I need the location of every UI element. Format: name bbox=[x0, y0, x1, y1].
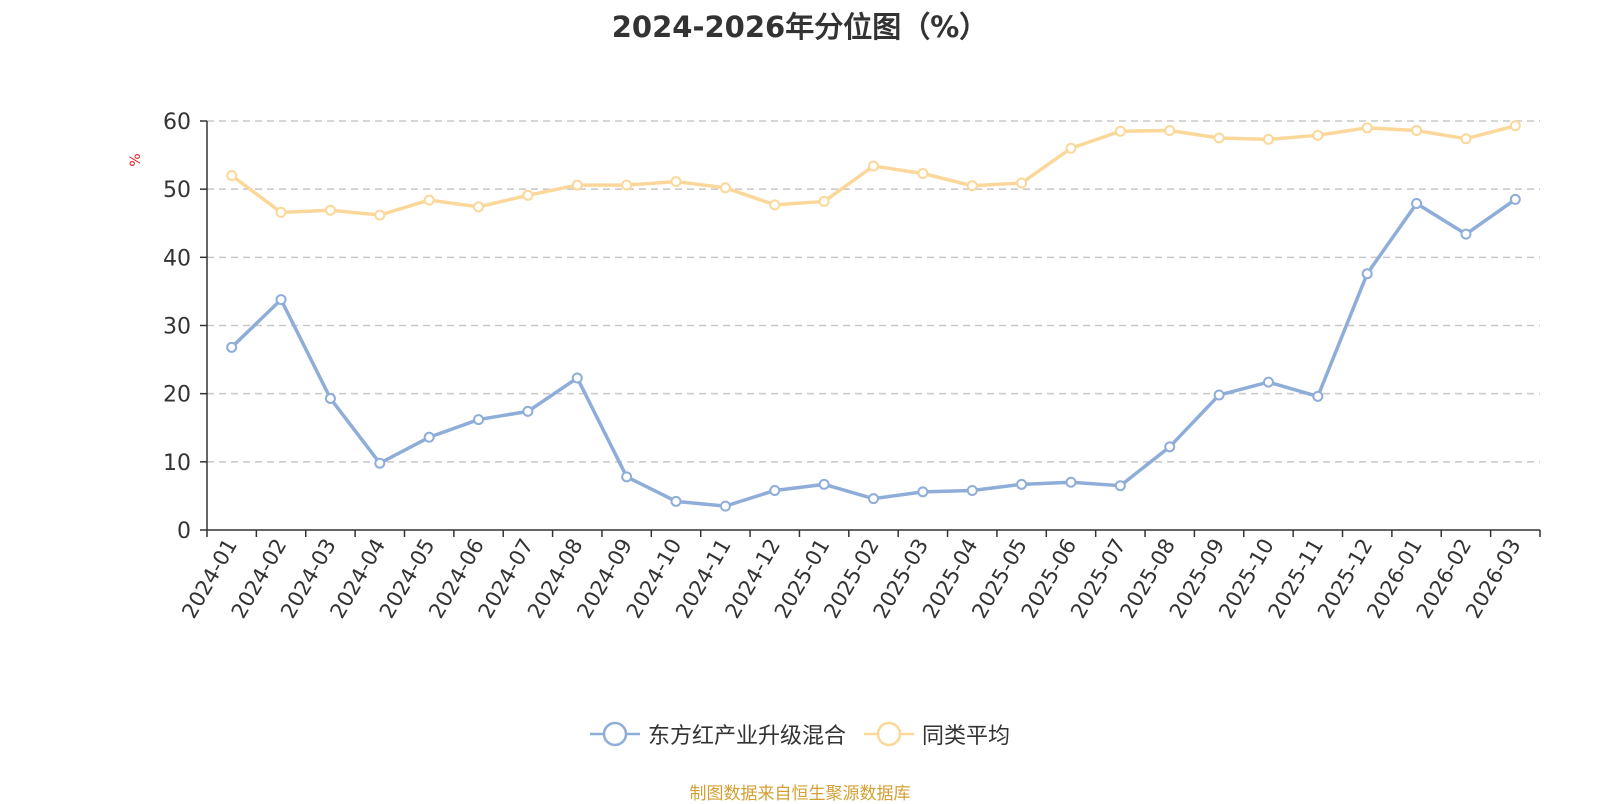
data-point bbox=[818, 478, 830, 490]
axes: 01020304050602024-012024-022024-032024-0… bbox=[163, 110, 1541, 622]
data-point bbox=[324, 392, 336, 404]
data-point bbox=[1016, 478, 1028, 490]
y-tick-label: 30 bbox=[163, 315, 191, 340]
data-point bbox=[374, 209, 386, 221]
legend-marker-icon bbox=[589, 721, 640, 747]
data-point bbox=[917, 486, 929, 498]
data-point bbox=[966, 180, 978, 192]
data-point bbox=[1164, 125, 1176, 137]
series-line bbox=[230, 197, 1517, 508]
data-point bbox=[522, 189, 534, 201]
data-point bbox=[1361, 268, 1373, 280]
data-point bbox=[226, 170, 238, 182]
data-point bbox=[1361, 122, 1373, 134]
data-point bbox=[1213, 389, 1225, 401]
data-point bbox=[226, 341, 238, 353]
y-tick-label: 10 bbox=[163, 451, 191, 476]
data-point bbox=[670, 176, 682, 188]
data-point bbox=[1114, 125, 1126, 137]
data-point bbox=[1016, 177, 1028, 189]
data-point bbox=[1164, 441, 1176, 453]
data-point bbox=[1262, 133, 1274, 145]
data-point bbox=[917, 167, 929, 179]
data-point bbox=[571, 179, 583, 191]
y-tick-label: 0 bbox=[177, 519, 191, 544]
data-point bbox=[868, 493, 879, 505]
legend: 东方红产业升级混合 同类平均 bbox=[0, 718, 1600, 750]
data-point bbox=[423, 431, 435, 443]
data-point bbox=[818, 195, 830, 207]
data-point bbox=[868, 160, 879, 172]
chart-title: 2024-2026年分位图（%） bbox=[611, 10, 989, 44]
data-point bbox=[1114, 480, 1126, 492]
data-point bbox=[1065, 142, 1077, 154]
data-point bbox=[1312, 390, 1324, 402]
data-point bbox=[1460, 228, 1472, 240]
legend-label: 同类平均 bbox=[922, 724, 1011, 749]
legend-item[interactable]: 同类平均 bbox=[864, 718, 1010, 750]
legend-marker-icon bbox=[864, 721, 914, 747]
data-point bbox=[719, 500, 731, 512]
legend-item[interactable]: 东方红产业升级混合 bbox=[589, 718, 846, 750]
legend-label: 东方红产业升级混合 bbox=[647, 724, 846, 749]
y-tick-label: 20 bbox=[163, 383, 191, 408]
data-point bbox=[423, 194, 435, 206]
data-point bbox=[769, 199, 781, 211]
data-point bbox=[324, 204, 336, 216]
data-point bbox=[966, 484, 978, 496]
y-tick-label: 60 bbox=[163, 110, 191, 135]
grid-lines bbox=[207, 120, 1540, 463]
data-point bbox=[374, 457, 386, 469]
data-source-note: 制图数据来自恒生聚源数据库 bbox=[689, 784, 911, 804]
data-point bbox=[1411, 125, 1423, 137]
data-point bbox=[1411, 197, 1423, 209]
y-axis-label: % bbox=[128, 153, 144, 166]
data-point bbox=[621, 179, 633, 191]
data-point bbox=[1312, 129, 1324, 141]
data-point bbox=[670, 495, 682, 507]
data-point bbox=[473, 201, 485, 213]
data-point bbox=[1262, 376, 1274, 388]
data-point bbox=[1213, 132, 1225, 144]
series-lines bbox=[230, 124, 1517, 508]
data-point bbox=[275, 206, 287, 218]
data-point bbox=[621, 471, 633, 483]
data-points bbox=[226, 120, 1521, 512]
data-point bbox=[473, 414, 485, 426]
data-point bbox=[1460, 133, 1472, 145]
data-point bbox=[1509, 193, 1521, 205]
data-point bbox=[1065, 476, 1077, 488]
data-point bbox=[1509, 120, 1521, 132]
y-tick-label: 50 bbox=[163, 178, 191, 203]
data-point bbox=[571, 372, 583, 384]
data-point bbox=[769, 484, 781, 496]
data-point bbox=[275, 294, 287, 306]
data-point bbox=[719, 182, 731, 194]
y-tick-label: 40 bbox=[163, 246, 191, 271]
data-point bbox=[522, 405, 534, 417]
